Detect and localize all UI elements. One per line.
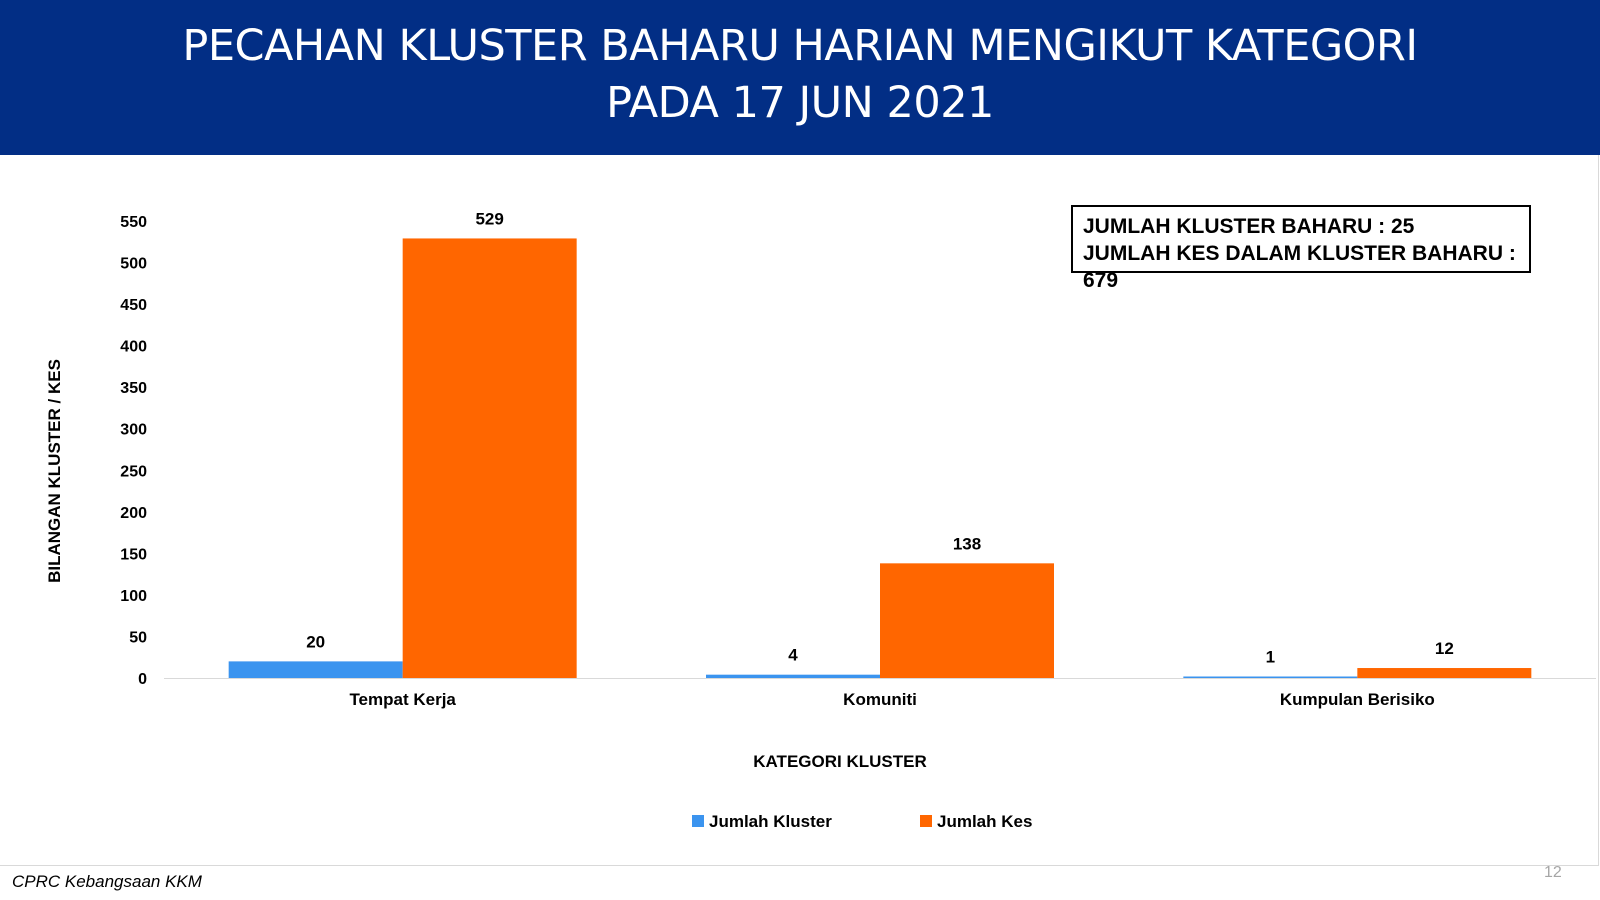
x-tick-label: Kumpulan Berisiko [1280,690,1435,709]
bar-chart: 0 50 100 150 200 250 300 350 400 450 500 550 20 529 4… [45,209,1596,831]
bar-jumlah-kes [880,563,1054,678]
bar-jumlah-kluster [1183,676,1358,678]
x-tick-label: Komuniti [843,690,917,709]
bar-data-label: 1 [1266,648,1275,667]
summary-box: JUMLAH KLUSTER BAHARU : 25 JUMLAH KES DA… [1071,205,1531,292]
summary-total-clusters: JUMLAH KLUSTER BAHARU : 25 [1083,215,1415,238]
y-tick-label: 450 [120,297,147,314]
source-credit: CPRC Kebangsaan KKM [12,872,202,891]
summary-total-cases: JUMLAH KES DALAM KLUSTER BAHARU : 679 [1083,242,1516,292]
y-tick-label: 50 [129,629,147,646]
x-axis-title: KATEGORI KLUSTER [753,752,926,771]
legend: Jumlah Kluster Jumlah Kes [692,812,1032,831]
y-tick-label: 500 [120,256,147,273]
chart-area: 0 50 100 150 200 250 300 350 400 450 500 550 20 529 4… [0,155,1599,866]
legend-label: Jumlah Kluster [709,812,832,831]
bar-jumlah-kluster [228,661,403,678]
legend-swatch [692,815,704,827]
y-tick-label: 150 [120,546,147,563]
y-tick-label: 350 [120,380,147,397]
y-axis: 0 50 100 150 200 250 300 350 400 450 500 550 [120,214,147,688]
bar-data-label: 529 [475,209,503,228]
x-axis: Tempat Kerja Komuniti Kumpulan Berisiko [349,690,1434,709]
bar-jumlah-kes [402,238,577,678]
x-tick-label: Tempat Kerja [349,690,456,709]
y-tick-label: 250 [120,463,147,480]
bar-data-label: 138 [953,534,981,553]
slide-title-line-1: PECAHAN KLUSTER BAHARU HARIAN MENGIKUT K… [182,21,1418,71]
y-axis-title: BILANGAN KLUSTER / KES [45,359,64,583]
page-number: 12 [1544,864,1562,881]
legend-label: Jumlah Kes [937,812,1032,831]
bars: 20 529 4 138 1 12 [228,209,1532,678]
y-tick-label: 400 [120,339,147,356]
slide-title-line-2: PADA 17 JUN 2021 [606,78,994,128]
bar-jumlah-kes [1357,668,1532,678]
y-tick-label: 100 [120,588,147,605]
bar-data-label: 12 [1435,639,1454,658]
y-tick-label: 550 [120,214,147,231]
bar-data-label: 4 [788,646,798,665]
legend-swatch [920,815,932,827]
y-tick-label: 300 [120,422,147,439]
y-tick-label: 200 [120,505,147,522]
bar-data-label: 20 [306,632,325,651]
slide-header: PECAHAN KLUSTER BAHARU HARIAN MENGIKUT K… [0,0,1600,155]
y-tick-label: 0 [138,671,147,688]
bar-jumlah-kluster [706,674,880,678]
